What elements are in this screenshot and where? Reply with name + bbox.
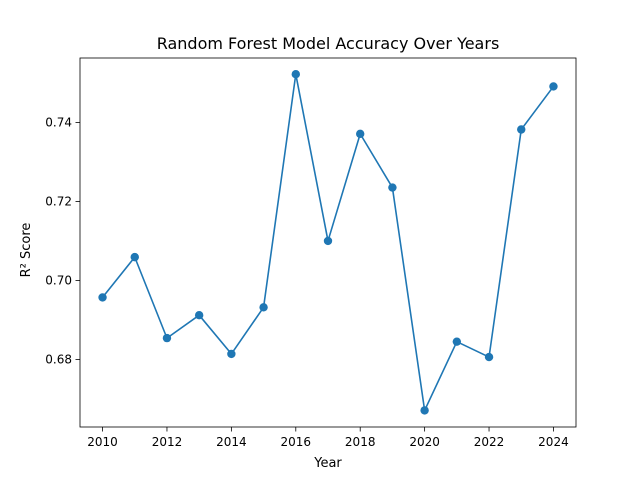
y-tick-label: 0.68 [45, 352, 72, 366]
chart-title: Random Forest Model Accuracy Over Years [157, 34, 500, 53]
data-point [227, 349, 236, 359]
y-tick-label: 0.72 [45, 194, 72, 208]
data-point [291, 69, 300, 79]
data-point [420, 406, 429, 415]
x-tick-label: 2020 [409, 435, 440, 449]
x-tick-label: 2018 [345, 435, 376, 449]
plot-area: 2010 2012 2014 2016 2018 2020 2022 2024 0.68 0.70… [45, 57, 577, 449]
x-tick-label: 2022 [474, 435, 505, 449]
data-point [98, 293, 107, 302]
x-tick-label: 2014 [216, 435, 247, 449]
data-point [130, 252, 139, 262]
data-point [356, 129, 365, 139]
y-tick-label: 0.74 [45, 115, 72, 129]
y-tick-label: 0.70 [45, 273, 72, 287]
data-point [194, 310, 204, 320]
y-axis-label: R² Score [19, 223, 34, 278]
data-point [549, 82, 558, 91]
data-point [452, 337, 462, 346]
data-point [162, 333, 172, 343]
x-tick-label: 2012 [152, 435, 183, 449]
data-point [323, 236, 333, 246]
x-axis-label: Year [313, 456, 342, 471]
x-tick-label: 2010 [87, 435, 118, 449]
data-point [259, 303, 268, 312]
data-point [517, 125, 526, 134]
axes-frame [79, 57, 577, 428]
data-point [484, 352, 494, 362]
data-point [388, 183, 397, 192]
x-tick-label: 2016 [281, 435, 312, 449]
x-tick-label: 2024 [538, 435, 569, 449]
